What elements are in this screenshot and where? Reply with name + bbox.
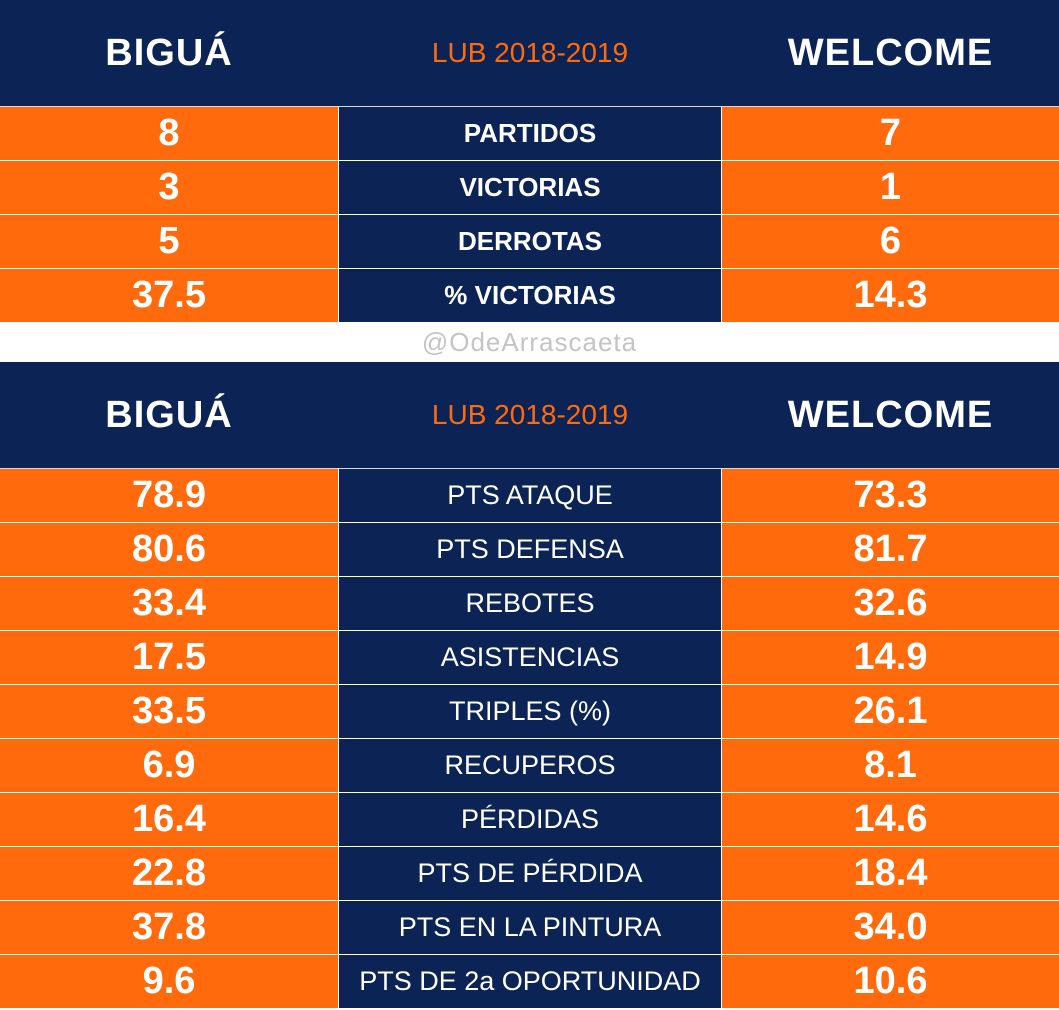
table-row: 78.9 PTS ATAQUE 73.3: [0, 469, 1059, 523]
table-row: 80.6 PTS DEFENSA 81.7: [0, 523, 1059, 577]
stat-label: PÉRDIDAS: [338, 793, 722, 846]
stat-label: PTS ATAQUE: [338, 469, 722, 522]
table-row: 33.5 TRIPLES (%) 26.1: [0, 685, 1059, 739]
stat-label: TRIPLES (%): [338, 685, 722, 738]
away-value: 81.7: [722, 523, 1059, 576]
table-row: 17.5 ASISTENCIAS 14.9: [0, 631, 1059, 685]
stats-table: BIGUÁ LUB 2018-2019 WELCOME 78.9 PTS ATA…: [0, 362, 1059, 1009]
season-label: LUB 2018-2019: [431, 399, 629, 430]
stat-label: PTS EN LA PINTURA: [338, 901, 722, 954]
away-value: 26.1: [722, 685, 1059, 738]
stat-label: RECUPEROS: [338, 739, 722, 792]
table-row: 9.6 PTS DE 2a OPORTUNIDAD 10.6: [0, 955, 1059, 1009]
home-value: 80.6: [0, 523, 338, 576]
watermark-band: @OdeArrascaeta: [0, 322, 1059, 362]
home-value: 5: [0, 215, 338, 268]
stat-label: PTS DE PÉRDIDA: [338, 847, 722, 900]
away-value: 14.9: [722, 631, 1059, 684]
away-value: 1: [722, 161, 1059, 214]
table-row: 6.9 RECUPEROS 8.1: [0, 739, 1059, 793]
home-value: 16.4: [0, 793, 338, 846]
stat-label: REBOTES: [338, 577, 722, 630]
away-team-name: WELCOME: [787, 393, 994, 436]
season-label: LUB 2018-2019: [431, 37, 629, 68]
away-value: 32.6: [722, 577, 1059, 630]
stat-label: VICTORIAS: [338, 161, 722, 214]
record-table: BIGUÁ LUB 2018-2019 WELCOME 8 PARTIDOS 7…: [0, 0, 1059, 323]
stat-label: DERROTAS: [338, 215, 722, 268]
table-row: 3 VICTORIAS 1: [0, 161, 1059, 215]
home-value: 33.4: [0, 577, 338, 630]
stats-table-header: BIGUÁ LUB 2018-2019 WELCOME: [0, 362, 1059, 469]
table-row: 37.5 % VICTORIAS 14.3: [0, 269, 1059, 323]
stat-label: PTS DE 2a OPORTUNIDAD: [338, 955, 722, 1008]
table-row: 37.8 PTS EN LA PINTURA 34.0: [0, 901, 1059, 955]
home-value: 8: [0, 107, 338, 160]
table-row: 5 DERROTAS 6: [0, 215, 1059, 269]
away-value: 10.6: [722, 955, 1059, 1008]
away-value: 18.4: [722, 847, 1059, 900]
stat-label: PTS DEFENSA: [338, 523, 722, 576]
away-value: 8.1: [722, 739, 1059, 792]
watermark-text: @OdeArrascaeta: [421, 326, 638, 357]
home-value: 9.6: [0, 955, 338, 1008]
home-team-name: BIGUÁ: [105, 393, 233, 436]
home-value: 6.9: [0, 739, 338, 792]
home-value: 33.5: [0, 685, 338, 738]
home-value: 37.8: [0, 901, 338, 954]
stat-label: % VICTORIAS: [338, 269, 722, 322]
home-value: 17.5: [0, 631, 338, 684]
away-value: 14.3: [722, 269, 1059, 322]
table-row: 22.8 PTS DE PÉRDIDA 18.4: [0, 847, 1059, 901]
table-row: 16.4 PÉRDIDAS 14.6: [0, 793, 1059, 847]
away-value: 73.3: [722, 469, 1059, 522]
away-value: 7: [722, 107, 1059, 160]
stat-label: ASISTENCIAS: [338, 631, 722, 684]
home-value: 37.5: [0, 269, 338, 322]
stat-label: PARTIDOS: [338, 107, 722, 160]
away-value: 6: [722, 215, 1059, 268]
home-value: 78.9: [0, 469, 338, 522]
table-row: 8 PARTIDOS 7: [0, 107, 1059, 161]
home-value: 3: [0, 161, 338, 214]
home-team-name: BIGUÁ: [105, 31, 233, 74]
record-table-header: BIGUÁ LUB 2018-2019 WELCOME: [0, 0, 1059, 107]
table-row: 33.4 REBOTES 32.6: [0, 577, 1059, 631]
away-team-name: WELCOME: [787, 31, 994, 74]
home-value: 22.8: [0, 847, 338, 900]
away-value: 14.6: [722, 793, 1059, 846]
away-value: 34.0: [722, 901, 1059, 954]
